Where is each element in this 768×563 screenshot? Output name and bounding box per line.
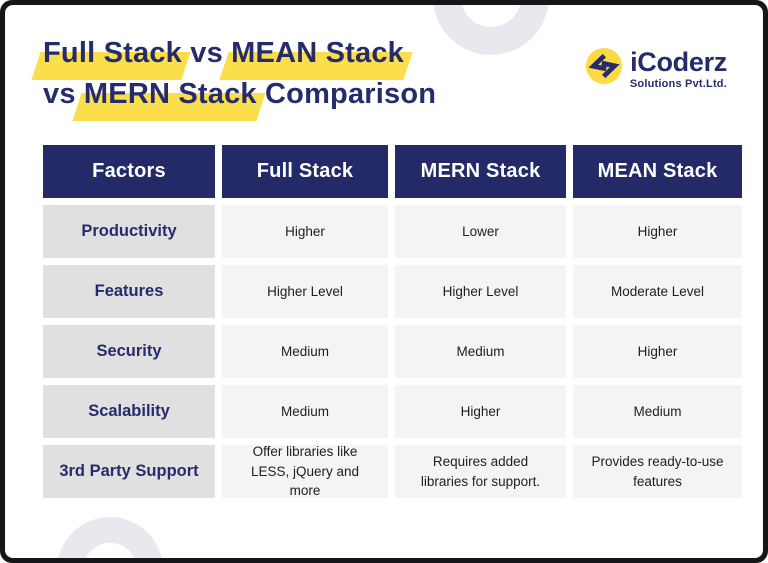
- logo-company-name: iCoderz: [630, 47, 727, 77]
- value-cell: Medium: [395, 325, 566, 378]
- title-segment-full-stack: Full Stack: [43, 33, 182, 74]
- title-segment-comparison: Comparison: [256, 78, 437, 110]
- header-cell-factors: Factors: [43, 145, 215, 198]
- comparison-table: Factors Full Stack MERN Stack MEAN Stack…: [43, 145, 742, 498]
- value-cell: Medium: [222, 325, 388, 378]
- value-cell: Higher: [573, 205, 742, 258]
- title-segment-mern-stack: MERN Stack: [84, 74, 257, 115]
- value-cell: Requires added libraries for support.: [395, 445, 566, 498]
- title-line-1: Full Stack vs MEAN Stack: [43, 33, 436, 74]
- title-segment-vs-1: vs: [182, 37, 232, 69]
- value-cell: Higher: [222, 205, 388, 258]
- factor-cell-3rd-party-support: 3rd Party Support: [43, 445, 215, 498]
- decorative-ring-top: [433, 5, 549, 55]
- factor-cell-productivity: Productivity: [43, 205, 215, 258]
- decorative-ring-bottom: [57, 517, 163, 558]
- header-cell-full-stack: Full Stack: [222, 145, 388, 198]
- header-cell-mean-stack: MEAN Stack: [573, 145, 742, 198]
- code-chevrons-icon: [585, 47, 622, 85]
- factor-cell-features: Features: [43, 265, 215, 318]
- factor-cell-security: Security: [43, 325, 215, 378]
- infographic-card: Full Stack vs MEAN Stack vs MERN Stack C…: [5, 5, 763, 558]
- value-cell: Higher Level: [222, 265, 388, 318]
- value-cell: Lower: [395, 205, 566, 258]
- factor-cell-scalability: Scalability: [43, 385, 215, 438]
- header-cell-mern-stack: MERN Stack: [395, 145, 566, 198]
- value-cell: Medium: [222, 385, 388, 438]
- value-cell: Higher: [573, 325, 742, 378]
- page-title: Full Stack vs MEAN Stack vs MERN Stack C…: [43, 33, 436, 115]
- title-line-2: vs MERN Stack Comparison: [43, 74, 436, 115]
- value-cell: Medium: [573, 385, 742, 438]
- logo-text-block: iCoderz Solutions Pvt.Ltd.: [630, 47, 727, 90]
- title-segment-vs-2: vs: [43, 78, 84, 110]
- value-cell: Offer libraries like LESS, jQuery and mo…: [222, 444, 388, 498]
- value-cell: Moderate Level: [573, 265, 742, 318]
- icoderz-logo: iCoderz Solutions Pvt.Ltd.: [585, 47, 727, 90]
- value-cell: Higher: [395, 385, 566, 438]
- title-segment-mean-stack: MEAN Stack: [231, 33, 404, 74]
- value-cell: Provides ready-to-use features: [573, 445, 742, 498]
- value-cell: Higher Level: [395, 265, 566, 318]
- logo-subtitle: Solutions Pvt.Ltd.: [629, 78, 727, 90]
